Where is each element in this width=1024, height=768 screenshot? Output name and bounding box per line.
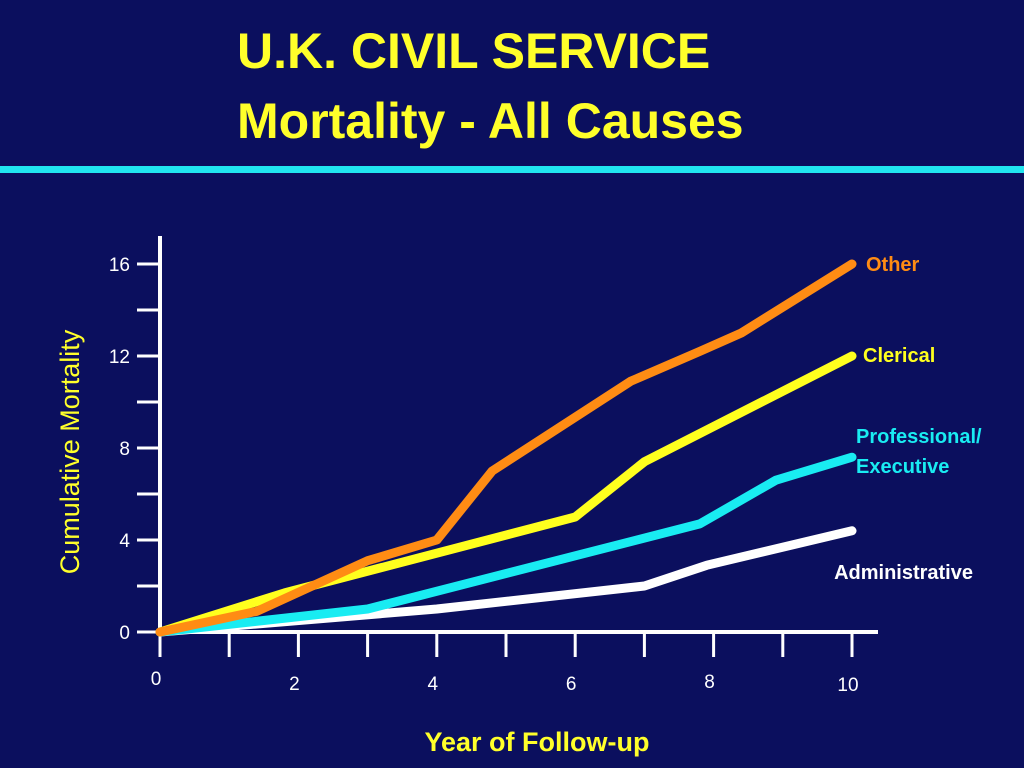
x-tick-label: 10 — [837, 675, 858, 696]
series-line-other — [155, 259, 857, 637]
y-tick-label: 0 — [119, 623, 130, 644]
series-label: Professional/Executive — [856, 426, 982, 478]
title-divider — [0, 166, 1024, 173]
y-tick-label: 4 — [119, 531, 130, 552]
x-axis-title: Year of Follow-up — [424, 727, 649, 757]
chart-title-line2: Mortality - All Causes — [237, 93, 744, 149]
axes: 0 4 8 12 16 0 2 4 6 8 10 — [109, 236, 878, 696]
series-label: Other — [866, 254, 920, 276]
series-line-administrative — [155, 526, 857, 637]
series-line-clerical — [155, 351, 857, 637]
x-tick-label: 2 — [289, 674, 300, 695]
chart-title-line1: U.K. CIVIL SERVICE — [237, 23, 711, 79]
y-axis-title: Cumulative Mortality — [55, 329, 85, 574]
x-tick-label: 0 — [151, 669, 162, 690]
y-tick-label: 16 — [109, 255, 130, 276]
x-tick-label: 4 — [428, 674, 439, 695]
series-label: Administrative — [834, 562, 973, 584]
series-line-professional-executive — [155, 452, 857, 637]
labels-layer: Other Clerical Professional/Executive Admin… — [834, 254, 982, 584]
series-label: Clerical — [863, 345, 935, 367]
x-tick-label: 6 — [566, 674, 577, 695]
y-tick-label: 12 — [109, 347, 130, 368]
x-tick-label: 8 — [704, 672, 715, 693]
y-tick-label: 8 — [119, 439, 130, 460]
series-layer — [155, 259, 857, 637]
